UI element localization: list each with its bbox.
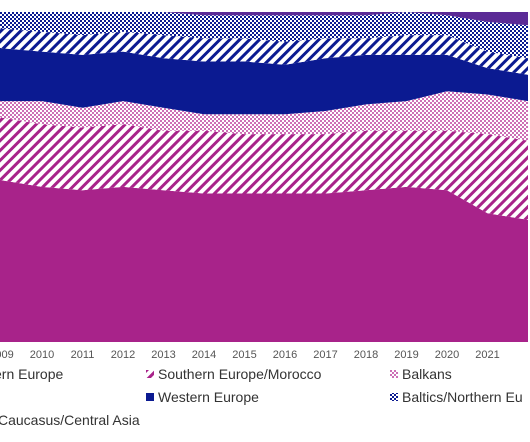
x-tick-label-2012: 2012 (111, 349, 135, 361)
legend-label-caucasus-central-asia: Caucasus/Central Asia (0, 412, 140, 428)
legend-label-baltics-northern-europe: Baltics/Northern Eu (402, 389, 523, 405)
x-tick-label-2009: 2009 (0, 349, 14, 361)
area-caucasus-central-asia (0, 12, 528, 26)
x-tick-label-2018: 2018 (354, 349, 378, 361)
legend: ern Europe Southern Europe/Morocco Balkans… (0, 366, 523, 428)
legend-item-eastern-europe: ern Europe (0, 366, 63, 382)
legend-swatch-southern-europe-morocco (146, 370, 154, 378)
legend-label-balkans: Balkans (402, 366, 452, 382)
legend-swatch-baltics-northern-europe (390, 393, 398, 401)
x-tick-label-2020: 2020 (435, 349, 459, 361)
x-tick-label-2021: 2021 (475, 349, 499, 361)
legend-swatch-balkans (390, 370, 398, 378)
x-tick-label-2015: 2015 (232, 349, 256, 361)
legend-item-balkans: Balkans (390, 366, 452, 382)
legend-item-baltics-northern-europe: Baltics/Northern Eu (390, 389, 523, 405)
area-western-europe-hatched (0, 28, 528, 75)
x-tick-label-2011: 2011 (71, 349, 95, 361)
x-tick-label-2017: 2017 (313, 349, 337, 361)
legend-item-western-europe: Western Europe (146, 389, 259, 405)
x-axis-ticks: 2008200920102011201220132014201520162017… (0, 349, 500, 361)
x-tick-label-2016: 2016 (273, 349, 297, 361)
x-tick-label-2013: 2013 (151, 349, 175, 361)
legend-label-southern-europe-morocco: Southern Europe/Morocco (158, 366, 322, 382)
legend-label-eastern-europe: ern Europe (0, 366, 63, 382)
x-tick-label-2019: 2019 (394, 349, 418, 361)
area-series-group (0, 12, 528, 342)
area-southern-europe-morocco (0, 117, 528, 220)
area-eastern-europe (0, 179, 528, 342)
legend-item-southern-europe-morocco: Southern Europe/Morocco (146, 366, 322, 382)
legend-item-caucasus-central-asia: Caucasus/Central Asia (0, 412, 140, 428)
x-tick-label-2014: 2014 (192, 349, 216, 361)
area-baltics-northern-europe (0, 12, 528, 59)
area-western-europe (0, 47, 528, 115)
legend-swatch-western-europe (146, 393, 154, 401)
legend-label-western-europe: Western Europe (158, 389, 259, 405)
x-tick-label-2010: 2010 (30, 349, 54, 361)
area-balkans (0, 91, 528, 141)
